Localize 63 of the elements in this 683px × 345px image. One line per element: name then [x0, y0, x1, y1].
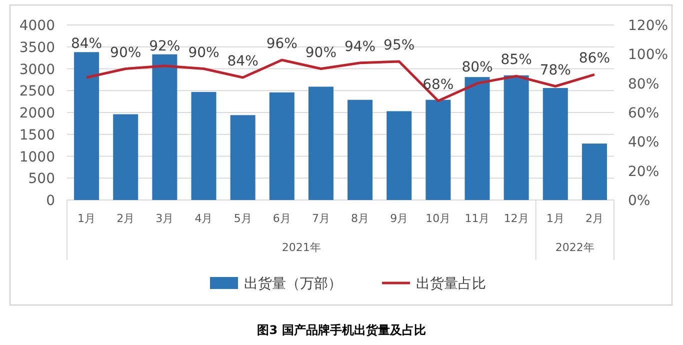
y-tick-label: 3500 — [19, 40, 55, 56]
x-tick-label: 10月 — [426, 212, 451, 225]
y2-tick-label: 0% — [628, 193, 650, 209]
x-tick-label: 11月 — [464, 212, 490, 225]
x-tick-label: 8月 — [351, 212, 370, 225]
data-label: 90% — [188, 44, 220, 61]
bar — [386, 111, 412, 200]
bar — [230, 115, 256, 200]
x-tick-label: 7月 — [312, 212, 330, 225]
bar — [74, 52, 100, 200]
bar — [113, 114, 138, 200]
bar — [426, 100, 451, 200]
y-tick-label: 1500 — [19, 127, 55, 144]
bar — [542, 88, 568, 200]
x-tick-label: 1月 — [78, 212, 96, 225]
x-tick-label: 2月 — [116, 212, 135, 225]
bar — [191, 92, 216, 200]
y-tick-label: 2000 — [19, 106, 55, 122]
legend-label: 出货量（万部） — [244, 276, 342, 292]
y-tick-label: 4000 — [19, 18, 55, 34]
x-tick-label: 12月 — [504, 212, 529, 225]
data-label: 85% — [500, 52, 532, 68]
y2-tick-label: 120% — [628, 18, 668, 34]
x-tick-label: 4月 — [194, 212, 213, 225]
y2-tick-label: 100% — [628, 47, 668, 64]
bar — [269, 92, 294, 200]
text: 2022年 — [555, 241, 594, 254]
x-tick-label: 6月 — [272, 212, 291, 225]
bar — [464, 77, 490, 200]
data-label: 90% — [110, 44, 142, 61]
data-label: 95% — [384, 37, 415, 54]
bar — [582, 144, 607, 200]
x-tick-label: 9月 — [390, 212, 408, 225]
bar — [308, 86, 334, 200]
y2-tick-label: 20% — [628, 164, 660, 180]
y-tick-label: 1000 — [19, 149, 55, 166]
bar — [152, 54, 178, 200]
x-tick-label: 5月 — [234, 212, 252, 225]
x-tick-label: 1月 — [546, 212, 564, 225]
y-tick-label: 0 — [46, 193, 55, 209]
legend-label: 出货量占比 — [416, 276, 486, 292]
data-label: 86% — [578, 50, 610, 67]
x-tick-label: 3月 — [156, 212, 174, 225]
data-label: 92% — [149, 38, 180, 54]
data-label: 68% — [422, 76, 454, 93]
text: 2021年 — [282, 241, 321, 254]
data-label: 94% — [344, 38, 376, 55]
bar — [348, 100, 373, 200]
y-tick-label: 2500 — [19, 84, 55, 100]
data-label: 84% — [227, 54, 258, 70]
y2-tick-label: 80% — [628, 76, 660, 92]
y2-tick-label: 60% — [628, 106, 660, 122]
x-tick-label: 2月 — [585, 212, 604, 225]
data-label: 84% — [70, 36, 102, 52]
text: 图3 国产品牌手机出货量及占比 — [257, 323, 426, 337]
bar — [504, 75, 529, 200]
y-tick-label: 500 — [28, 171, 55, 188]
data-label: 78% — [540, 62, 571, 78]
y-tick-label: 3000 — [19, 62, 55, 78]
data-label: 80% — [462, 59, 493, 76]
data-label: 96% — [266, 36, 298, 52]
data-label: 90% — [305, 44, 337, 61]
y2-tick-label: 40% — [628, 134, 660, 151]
